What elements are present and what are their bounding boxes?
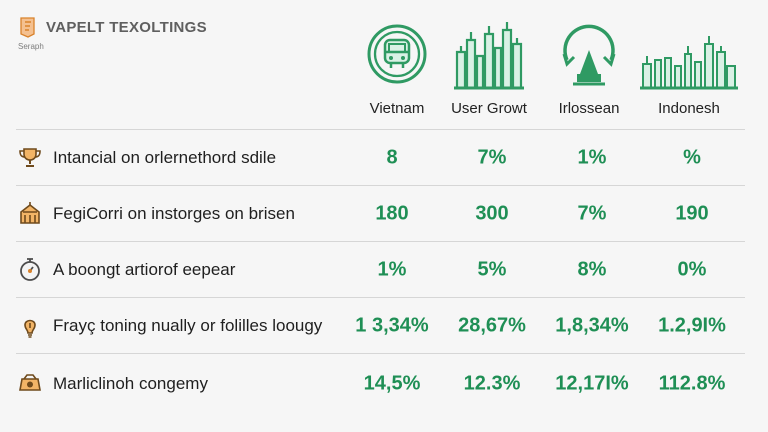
brand-subtitle: Seraph [18,42,44,51]
row-divider [16,129,745,130]
trophy-icon [19,148,41,167]
bus-icon [367,24,427,84]
table-cell: 12,17I% [555,372,629,395]
lightbulb-icon [24,319,36,338]
column-label-indonesia: Indonesh [658,100,720,117]
row-label: A boongt artiorof eepear [53,260,236,279]
table-cell: 12.3% [463,372,521,395]
table-cell: 1% [577,146,607,169]
row-divider [16,353,745,354]
badge-icon [19,374,41,391]
table-cell: 112.8% [658,372,726,395]
row-divider [16,185,745,186]
table-cell: 1 3,34% [355,314,429,337]
table-cell: 1.2,9I% [658,314,726,337]
table-cell: 300 [475,202,509,225]
table-cell: 14,5% [363,372,421,395]
city-skyline-icon [454,22,524,90]
column-header-irlossean: Irlossean [530,18,648,123]
temple-cycle-icon [562,24,616,86]
column-label-vietnam: Vietnam [369,100,425,117]
table-cell: 1,8,34% [555,314,629,337]
column-header-vietnam: Vietnam [338,18,456,123]
brand-title: VAPELT TEXOLTINGS [46,19,207,36]
column-header-user-growth: User Growt [430,18,548,123]
row-label: Marliclinoh congemy [53,374,208,393]
stopwatch-icon [20,258,40,281]
building-icon [20,202,40,224]
row-label: FegiCorri on instorges on brisen [53,204,295,223]
row-label: Intancial on orlernethord sdile [53,148,277,167]
table-row: Intancial on orlernethord sdile 8 7% 1% … [16,130,744,186]
row-label: Frayç toning nually or folilles loougy [53,316,323,335]
column-label-user-growth: User Growt [451,100,527,117]
table-cell: 28,67% [458,314,526,337]
table-cell: 0% [677,258,707,281]
table-row: FegiCorri on instorges on brisen 180 300… [16,186,744,242]
column-header-indonesia: Indonesh [630,18,748,123]
table-cell: 180 [375,202,409,225]
table-row: Marliclinoh congemy 14,5% 12.3% 12,17I% … [16,356,744,412]
brand-logo-icon [20,17,35,38]
table-cell: 5% [477,258,507,281]
table-row: Frayç toning nually or folilles loougy 1… [16,298,744,354]
table-cell: % [683,146,701,169]
row-divider [16,297,745,298]
table-cell: 190 [675,202,709,225]
brand-header: VAPELT TEXOLTINGS Seraph [18,14,238,54]
table-row: A boongt artiorof eepear 1% 5% 8% 0% [16,242,744,298]
table-cell: 7% [577,202,607,225]
table-cell: 7% [477,146,507,169]
column-label-irlossean: Irlossean [558,100,620,117]
city-landmarks-icon [640,36,738,90]
table-cell: 8 [386,146,398,169]
row-divider [16,241,745,242]
table-cell: 1% [377,258,407,281]
table-cell: 8% [577,258,607,281]
